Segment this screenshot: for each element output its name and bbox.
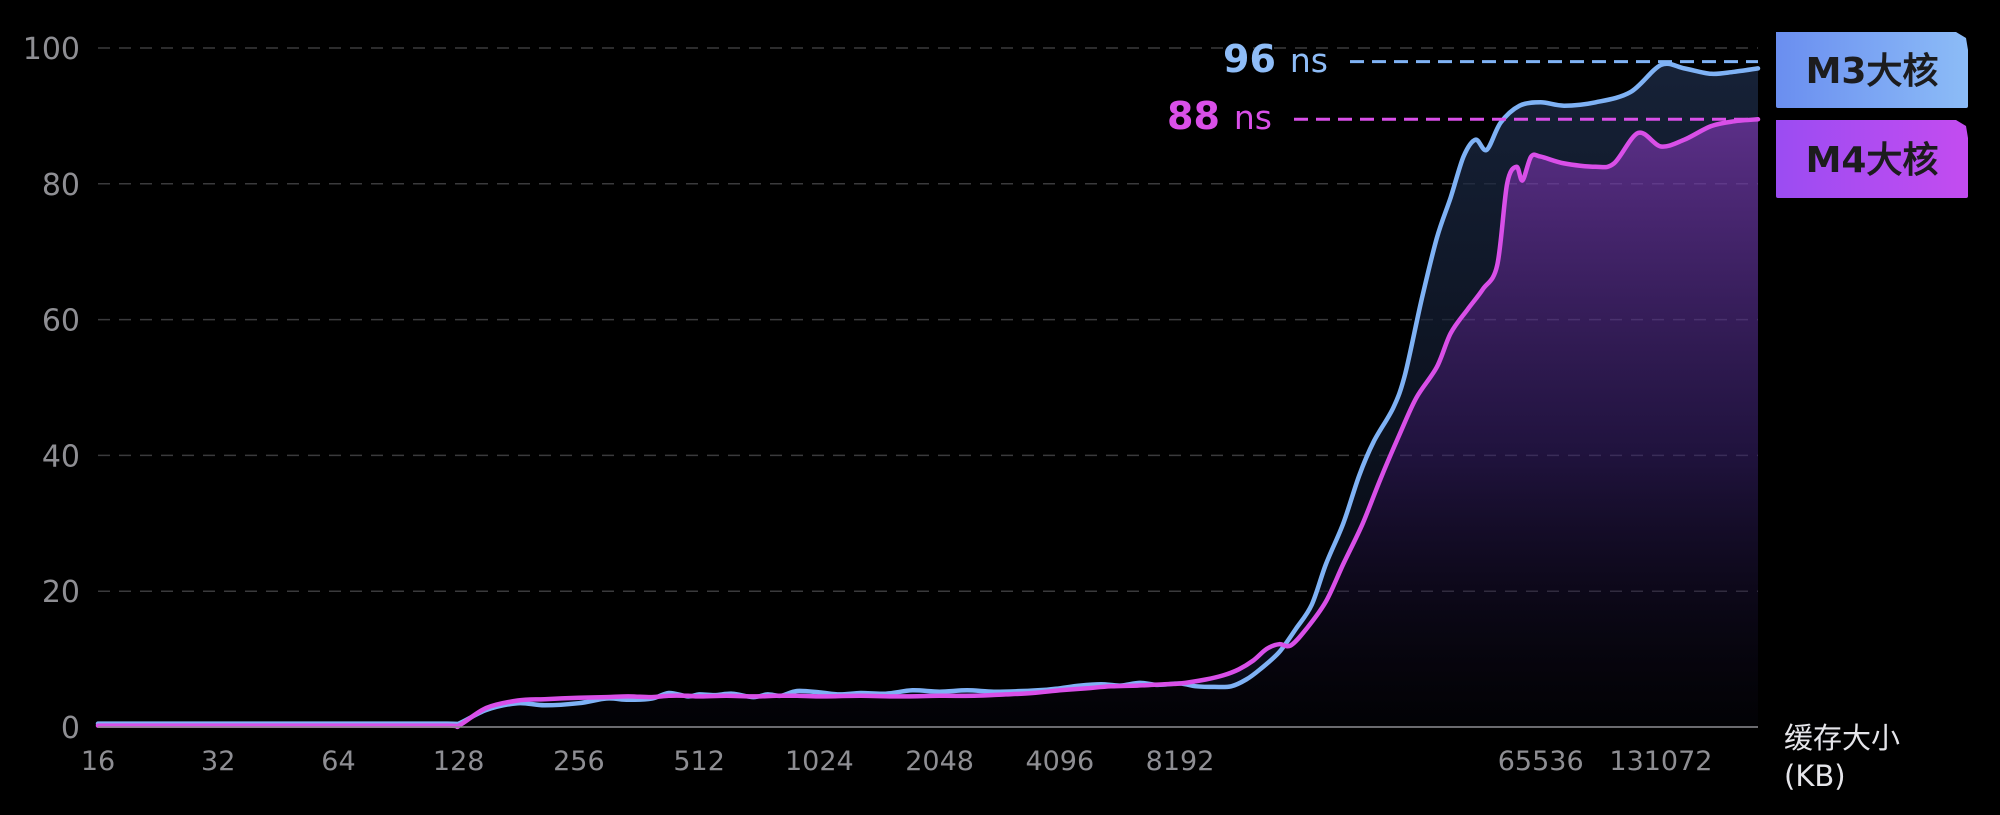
x-tick-labels: 16 32 64 128 256 512 1024 2048 4096 8192 65536 1310… xyxy=(81,746,1713,777)
end-value-annotations: 96 ns 88 ns xyxy=(1167,37,1758,138)
x-tick-label: 128 xyxy=(433,746,485,777)
m4-area-fill xyxy=(98,119,1758,728)
legend-tag-m4 xyxy=(1776,120,1968,198)
m3-end-unit: ns xyxy=(1290,41,1328,80)
x-tick-label: 16 xyxy=(81,746,115,777)
legend: M3大核 M4大核 xyxy=(1776,32,1968,198)
y-tick-labels: 0 20 40 60 80 100 xyxy=(23,32,80,746)
y-tick-label: 20 xyxy=(42,575,80,610)
area-fills xyxy=(98,63,1758,728)
x-tick-label: 32 xyxy=(201,746,235,777)
legend-item-m4: M4大核 xyxy=(1776,120,1968,198)
x-tick-label: 64 xyxy=(321,746,355,777)
m3-end-value: 96 xyxy=(1223,37,1276,81)
x-tick-label: 131072 xyxy=(1609,746,1712,777)
legend-item-m3: M3大核 xyxy=(1776,32,1968,108)
legend-label-m4: M4大核 xyxy=(1806,140,1939,181)
y-tick-label: 80 xyxy=(42,168,80,203)
series-lines xyxy=(95,61,1761,730)
x-tick-label: 2048 xyxy=(905,746,974,777)
x-tick-label: 1024 xyxy=(785,746,854,777)
svg-text:88 ns: 88 ns xyxy=(1167,94,1272,138)
svg-text:96 ns: 96 ns xyxy=(1223,37,1328,81)
legend-tag-m3 xyxy=(1776,32,1968,108)
x-axis-label-line1: 缓存大小 xyxy=(1784,721,1900,755)
m4-end-value: 88 xyxy=(1167,94,1220,138)
m4-end-annotation: 88 ns xyxy=(1167,94,1758,138)
y-tick-label: 100 xyxy=(23,32,80,67)
legend-label-m3: M3大核 xyxy=(1806,51,1939,92)
x-tick-label: 4096 xyxy=(1025,746,1094,777)
m4-series-line xyxy=(95,117,1761,730)
x-tick-label: 8192 xyxy=(1146,746,1215,777)
x-axis-label-line2: (KB) xyxy=(1784,759,1846,793)
x-tick-label: 256 xyxy=(553,746,605,777)
y-tick-label: 40 xyxy=(42,439,80,474)
y-tick-label: 0 xyxy=(61,711,80,746)
m3-end-annotation: 96 ns xyxy=(1223,37,1758,81)
x-tick-label: 65536 xyxy=(1498,746,1584,777)
y-tick-label: 60 xyxy=(42,304,80,339)
x-tick-label: 512 xyxy=(673,746,725,777)
grid-lines xyxy=(98,47,1758,592)
m4-end-unit: ns xyxy=(1234,98,1272,137)
